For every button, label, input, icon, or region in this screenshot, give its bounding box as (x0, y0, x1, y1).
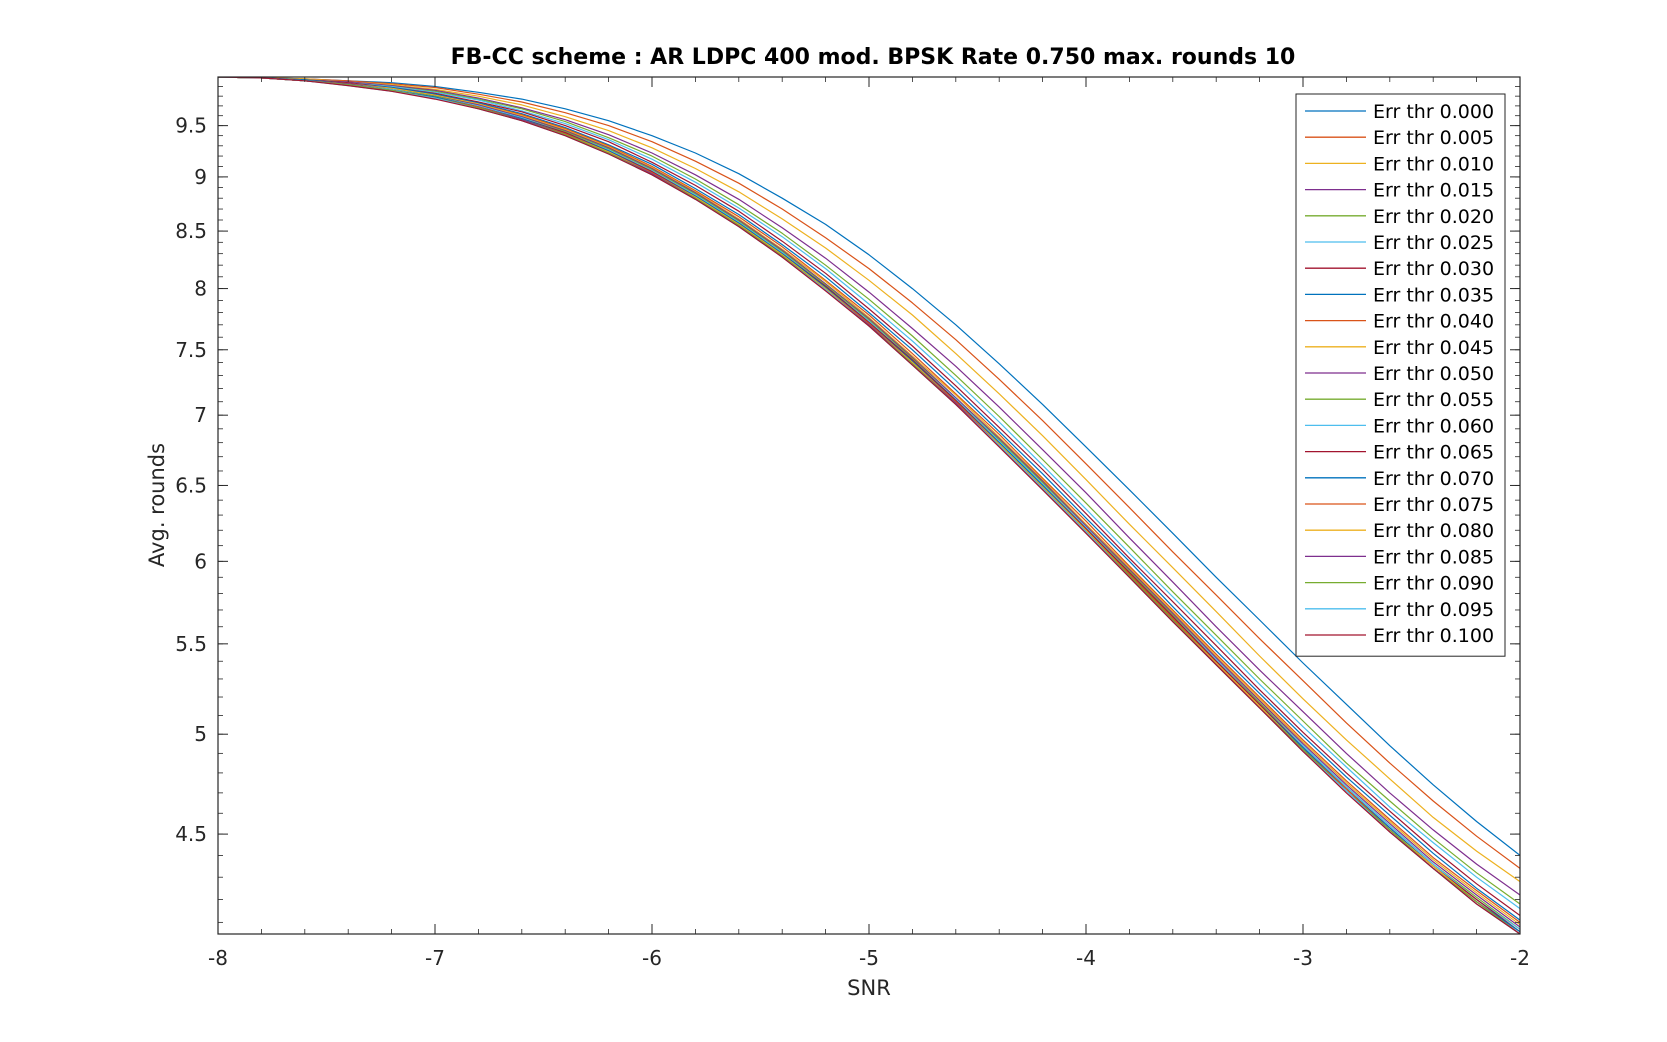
x-tick-label-6: -2 (1510, 946, 1530, 970)
y-tick-label-7: 8 (194, 277, 207, 301)
legend-label-13: Err thr 0.065 (1373, 442, 1494, 464)
series-line-5 (218, 77, 1520, 910)
series-line-9 (218, 77, 1520, 926)
legend-label-18: Err thr 0.090 (1373, 573, 1494, 595)
legend-label-16: Err thr 0.080 (1373, 520, 1494, 542)
y-tick-label-1: 5 (194, 722, 207, 746)
y-tick-label-2: 5.5 (175, 632, 207, 656)
y-tick-label-3: 6 (194, 549, 207, 573)
y-tick-label-4: 6.5 (175, 473, 207, 497)
x-tick-label-4: -4 (1076, 946, 1096, 970)
axis-ticks (217, 77, 1521, 934)
legend-label-3: Err thr 0.015 (1373, 180, 1494, 202)
y-tick-label-8: 8.5 (175, 219, 207, 243)
series-line-20 (218, 77, 1520, 934)
y-axis-label: Avg. rounds (145, 443, 169, 567)
x-tick-label-5: -3 (1293, 946, 1313, 970)
x-tick-label-3: -5 (859, 946, 879, 970)
series-lines (218, 77, 1520, 934)
legend-label-2: Err thr 0.010 (1373, 153, 1494, 175)
series-line-3 (218, 77, 1520, 896)
legend-box (1295, 93, 1506, 657)
series-line-7 (218, 77, 1520, 921)
legend-label-12: Err thr 0.060 (1373, 415, 1494, 437)
legend-label-10: Err thr 0.050 (1373, 363, 1494, 385)
y-tick-label-10: 9.5 (175, 114, 207, 138)
legend-label-4: Err thr 0.020 (1373, 206, 1494, 228)
legend-label-19: Err thr 0.095 (1373, 599, 1494, 621)
legend-label-15: Err thr 0.075 (1373, 494, 1494, 516)
legend-label-20: Err thr 0.100 (1373, 625, 1494, 647)
legend-label-14: Err thr 0.070 (1373, 468, 1494, 490)
x-tick-labels: -8 -7 -6 -5 -4 -3 -2 (208, 946, 1530, 970)
axes-box (217, 76, 1521, 935)
x-tick-label-0: -8 (208, 946, 228, 970)
y-tick-labels: 4.5 5 5.5 6 6.5 7 7.5 8 8.5 9 9.5 (175, 114, 207, 846)
legend-label-7: Err thr 0.035 (1373, 284, 1494, 306)
legend-label-17: Err thr 0.085 (1373, 546, 1494, 568)
legend-label-1: Err thr 0.005 (1373, 127, 1494, 149)
y-tick-label-6: 7.5 (175, 338, 207, 362)
series-line-4 (218, 77, 1520, 905)
series-line-1 (218, 77, 1520, 869)
legend-label-11: Err thr 0.055 (1373, 389, 1494, 411)
legend-label-0: Err thr 0.000 (1373, 101, 1494, 123)
y-tick-label-5: 7 (194, 403, 207, 427)
legend-label-8: Err thr 0.040 (1373, 311, 1494, 333)
chart-title: FB-CC scheme : AR LDPC 400 mod. BPSK Rat… (451, 45, 1296, 70)
legend: Err thr 0.000 Err thr 0.005 Err thr 0.010 E… (1295, 93, 1506, 657)
y-tick-label-9: 9 (194, 165, 207, 189)
x-tick-label-1: -7 (425, 946, 445, 970)
legend-label-5: Err thr 0.025 (1373, 232, 1494, 254)
series-line-2 (218, 77, 1520, 883)
series-line-6 (218, 77, 1520, 916)
y-tick-label-0: 4.5 (175, 822, 207, 846)
legend-label-9: Err thr 0.045 (1373, 337, 1494, 359)
x-axis-label: SNR (847, 976, 891, 1000)
legend-label-6: Err thr 0.030 (1373, 258, 1494, 280)
x-tick-label-2: -6 (642, 946, 662, 970)
